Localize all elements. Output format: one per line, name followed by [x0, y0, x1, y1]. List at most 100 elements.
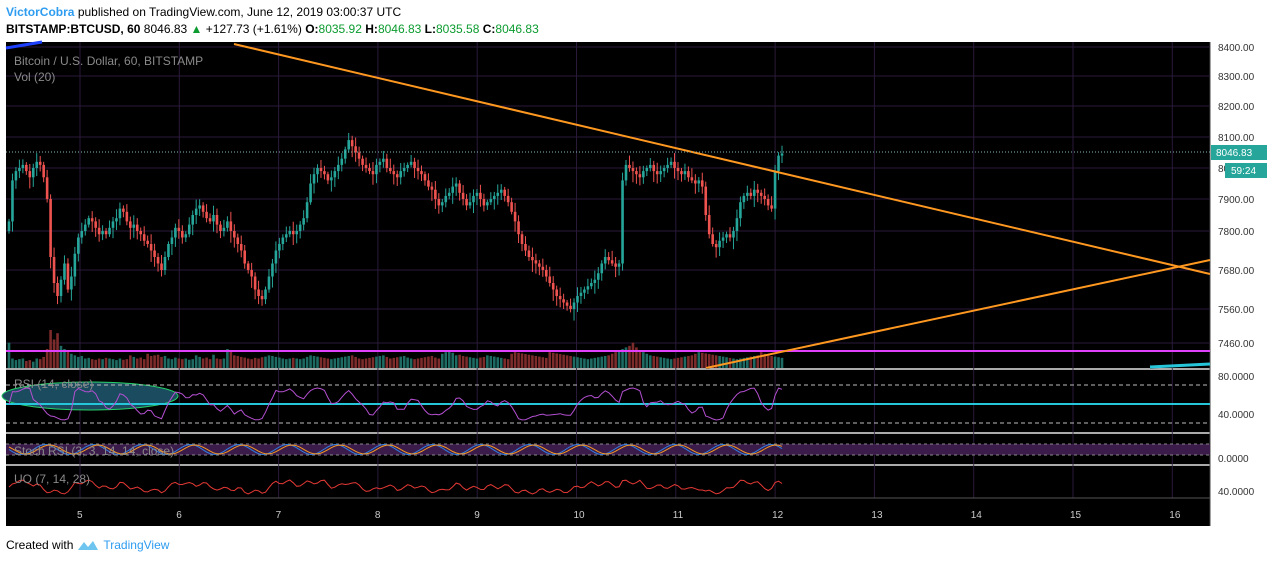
volume-bar	[444, 352, 448, 368]
rsi-pane[interactable]	[6, 370, 1210, 432]
volume-bar	[711, 354, 714, 368]
candle-body	[590, 283, 593, 287]
volume-bar	[371, 357, 375, 368]
time-tick-label: 12	[772, 510, 784, 521]
volume-bar	[73, 355, 77, 368]
tradingview-brand-link[interactable]: TradingView	[103, 538, 170, 552]
price-tick-label: 7560.00	[1218, 305, 1255, 316]
volume-bar	[305, 356, 309, 368]
volume-ma-line	[1149, 362, 1211, 369]
volume-bar	[687, 355, 690, 368]
candle-body	[153, 250, 156, 257]
candle-body	[264, 289, 267, 300]
volume-bar	[260, 357, 264, 368]
candle-body	[482, 199, 486, 206]
volume-bar	[111, 359, 115, 368]
candle-body	[628, 164, 631, 168]
last-price-badge	[1211, 145, 1267, 160]
candle-body	[177, 227, 181, 231]
descending-trendline[interactable]	[233, 43, 1211, 275]
close-value: 8046.83	[495, 22, 539, 36]
volume-bar	[739, 358, 742, 368]
volume-bar	[291, 357, 295, 368]
volume-bar	[354, 356, 357, 368]
candle-body	[63, 263, 66, 280]
ascending-trendline[interactable]	[705, 259, 1211, 369]
volume-bar	[135, 358, 139, 368]
candle-body	[118, 208, 122, 219]
volume-bar	[139, 357, 143, 368]
volume-bar	[721, 356, 725, 368]
volume-bar	[531, 355, 534, 368]
candle-body	[520, 234, 524, 244]
volume-bar	[167, 358, 170, 368]
candle-body	[673, 161, 676, 168]
candle-body	[122, 208, 125, 212]
volume-bar	[226, 349, 229, 368]
volume-bar	[229, 350, 233, 368]
candle-body	[420, 171, 423, 175]
ohlc-line: BITSTAMP:BTCUSD, 60 8046.83 ▲ +127.73 (+…	[6, 21, 539, 38]
candle-body	[461, 192, 465, 199]
candle-body	[434, 189, 437, 199]
volume-bar	[551, 352, 555, 368]
volume-bar	[621, 349, 624, 368]
time-tick-label: 9	[474, 510, 480, 521]
candle-body	[167, 244, 170, 257]
price-axis-labels: 8400.008300.008200.008100.008000.007900.…	[1218, 43, 1255, 498]
candle-body	[333, 171, 337, 178]
volume-bar	[600, 356, 604, 368]
volume-bar	[347, 355, 351, 368]
volume-bar	[427, 356, 430, 368]
candle-body	[281, 237, 285, 244]
main-pane[interactable]	[6, 42, 1210, 368]
candle-body	[742, 195, 746, 203]
candle-body	[385, 158, 389, 168]
candle-body	[226, 221, 229, 228]
price-tick-label: 8400.00	[1218, 43, 1255, 54]
blue-drawing-line[interactable]	[5, 40, 43, 50]
volume-bar	[25, 361, 28, 368]
candle-body	[642, 171, 645, 178]
up-triangle-icon: ▲	[190, 22, 203, 36]
time-axis-area[interactable]	[6, 498, 1210, 526]
volume-bar	[562, 354, 565, 368]
volume-bar	[115, 360, 118, 368]
candle-body	[80, 231, 84, 238]
volume-bar	[777, 357, 780, 368]
price-axis[interactable]	[1210, 42, 1270, 526]
volume-bar	[773, 356, 777, 368]
candle-body	[94, 221, 97, 228]
volume-bar	[690, 355, 694, 368]
volume-bar	[295, 358, 299, 368]
candle-body	[83, 224, 87, 231]
candle-body	[104, 231, 108, 235]
candle-body	[659, 171, 662, 175]
price-tick-label: 8100.00	[1218, 133, 1255, 144]
candle-body	[572, 302, 576, 309]
low-label: L:	[424, 22, 436, 36]
volume-bar	[749, 356, 753, 368]
candle-body	[697, 180, 701, 184]
volume-bar	[239, 356, 243, 368]
volume-bar	[638, 350, 642, 368]
author-link[interactable]: VictorCobra	[6, 5, 75, 19]
volume-bar	[437, 358, 441, 368]
volume-bar	[302, 358, 305, 368]
volume-bar	[513, 352, 517, 368]
candle-body	[14, 171, 18, 181]
candle-body	[364, 164, 368, 168]
volume-bar	[458, 354, 461, 368]
candle-body	[132, 224, 136, 228]
candle-body	[763, 195, 766, 199]
volume-bar	[104, 357, 108, 368]
volume-bar	[129, 355, 132, 368]
volume-bar	[454, 355, 458, 368]
candle-body	[198, 205, 201, 209]
candle-body	[18, 168, 21, 172]
volume-bar	[534, 355, 538, 368]
volume-bar	[538, 356, 541, 368]
volume-bar	[94, 359, 97, 368]
volume-bar	[38, 359, 42, 368]
